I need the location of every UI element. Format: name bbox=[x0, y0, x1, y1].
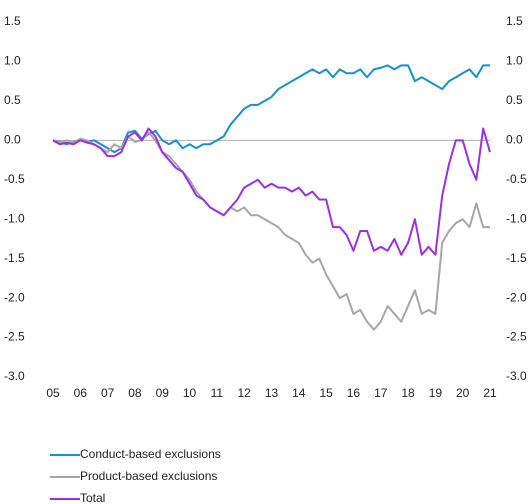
y2-tick-label: 1.0 bbox=[506, 54, 523, 68]
x-tick-label: 07 bbox=[101, 386, 115, 400]
x-tick-label: 08 bbox=[128, 386, 142, 400]
legend-label: Product-based exclusions bbox=[80, 469, 217, 483]
series-line bbox=[52, 131, 490, 331]
y-tick-label: 0.5 bbox=[4, 93, 21, 107]
y-tick-label: 1.5 bbox=[4, 14, 21, 28]
y2-tick-label: -2.5 bbox=[506, 330, 527, 344]
x-tick-label: 14 bbox=[292, 386, 306, 400]
y-tick-label: -2.5 bbox=[4, 330, 25, 344]
x-tick-label: 10 bbox=[183, 386, 197, 400]
legend-label: Conduct-based exclusions bbox=[80, 447, 221, 461]
y-tick-label: -1.5 bbox=[4, 251, 25, 265]
series-line bbox=[52, 64, 490, 154]
x-tick-label: 12 bbox=[238, 386, 252, 400]
x-tick-label: 21 bbox=[483, 386, 497, 400]
x-tick-label: 15 bbox=[319, 386, 333, 400]
y2-tick-label: -1.0 bbox=[506, 211, 527, 225]
y-tick-label: 1.0 bbox=[4, 54, 21, 68]
x-tick-label: 05 bbox=[46, 386, 60, 400]
y2-tick-label: -2.0 bbox=[506, 290, 527, 304]
y-tick-label: -1.0 bbox=[4, 211, 25, 225]
x-tick-label: 19 bbox=[429, 386, 443, 400]
y2-tick-label: -1.5 bbox=[506, 251, 527, 265]
y-tick-label: -3.0 bbox=[4, 369, 25, 383]
x-tick-label: 17 bbox=[374, 386, 388, 400]
x-tick-label: 13 bbox=[265, 386, 279, 400]
y2-tick-label: -3.0 bbox=[506, 369, 527, 383]
y2-tick-label: 1.5 bbox=[506, 14, 523, 28]
y2-tick-label: 0.5 bbox=[506, 93, 523, 107]
x-tick-label: 11 bbox=[211, 386, 224, 400]
x-tick-label: 09 bbox=[156, 386, 170, 400]
x-tick-label: 20 bbox=[456, 386, 470, 400]
legend-label: Total bbox=[80, 491, 105, 504]
x-tick-label: 16 bbox=[347, 386, 361, 400]
x-tick-label: 06 bbox=[74, 386, 88, 400]
y-tick-label: 0.0 bbox=[4, 133, 21, 147]
y-tick-label: -2.0 bbox=[4, 290, 25, 304]
series-line bbox=[52, 127, 491, 256]
y2-tick-label: -0.5 bbox=[506, 172, 527, 186]
y-tick-label: -0.5 bbox=[4, 172, 25, 186]
y2-tick-label: 0.0 bbox=[506, 133, 523, 147]
x-tick-label: 18 bbox=[401, 386, 415, 400]
